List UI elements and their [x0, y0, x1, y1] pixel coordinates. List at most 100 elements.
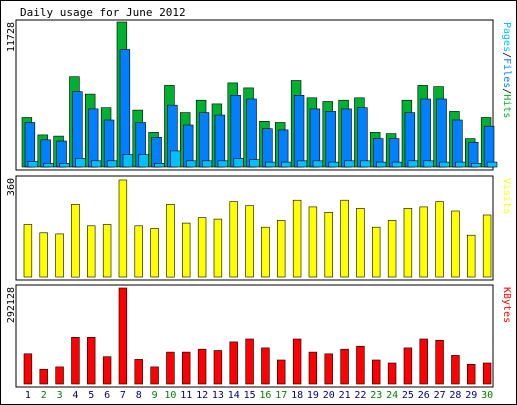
pages-bar — [91, 160, 102, 168]
pages-bar — [186, 160, 197, 168]
kbytes-bar — [245, 338, 254, 385]
visits-bar — [118, 179, 128, 278]
files-bar — [325, 111, 336, 168]
visits-bar — [166, 204, 175, 278]
pages-bar — [59, 163, 70, 168]
files-bar — [262, 128, 273, 168]
visits-bar — [150, 228, 159, 278]
kbytes-bar — [39, 368, 48, 385]
pages-bar — [27, 161, 39, 168]
kbytes-panel: 292128 KBytes — [6, 284, 512, 388]
pages-bar — [265, 161, 276, 168]
visits-bar — [134, 225, 143, 278]
x-tick-label: 22 — [354, 390, 366, 401]
kbytes-bar — [276, 359, 286, 385]
panel-border — [15, 19, 494, 171]
legend-entry: KBytes — [501, 287, 512, 323]
kbytes-bar — [134, 359, 143, 385]
pages-bar — [296, 160, 308, 168]
pages-bar — [391, 161, 403, 168]
x-tick-label: 24 — [386, 390, 398, 401]
kbytes-bar — [419, 338, 428, 385]
visits-bar — [182, 222, 191, 278]
visits-bar — [403, 208, 413, 278]
legend-entry: Visits — [501, 178, 512, 214]
pages-bar — [486, 161, 498, 168]
pages-bar — [312, 160, 324, 168]
files-bar — [24, 122, 36, 168]
kbytes-bar — [435, 339, 444, 385]
files-bar — [357, 107, 368, 168]
panel-border — [15, 175, 494, 281]
files-bar — [309, 108, 321, 168]
files-bar — [420, 98, 431, 168]
chart-title: Daily usage for June 2012 — [20, 6, 186, 19]
x-tick-label: 30 — [481, 390, 493, 401]
visits-bar — [482, 214, 492, 278]
kbytes-bar — [261, 347, 270, 385]
kbytes-bar — [387, 362, 397, 385]
files-bar — [293, 95, 305, 168]
pages-bar — [122, 154, 134, 168]
files-bar — [198, 112, 210, 168]
x-tick-label: 5 — [88, 390, 94, 401]
pages-bar — [344, 160, 355, 168]
pages-bar — [407, 160, 419, 168]
legend-entry: / — [501, 52, 512, 58]
x-tick-label: 8 — [136, 390, 142, 401]
files-bar — [88, 108, 99, 168]
kbytes-bar — [118, 287, 128, 385]
kbytes-bar — [102, 356, 112, 385]
visits-bar — [213, 218, 223, 278]
visits-bar — [371, 226, 381, 278]
x-tick-label: 17 — [275, 390, 287, 401]
files-bar — [404, 112, 416, 168]
pages-bar — [201, 160, 213, 168]
x-tick-label: 3 — [57, 390, 63, 401]
panel-border — [15, 284, 494, 388]
visits-bar — [261, 226, 270, 278]
panel-legend: KBytes — [501, 287, 512, 323]
pages-bar — [375, 161, 387, 168]
x-tick-label: 18 — [291, 390, 303, 401]
x-tick-label: 13 — [212, 390, 224, 401]
x-tick-label: 16 — [259, 390, 271, 401]
pages-bar — [75, 158, 86, 168]
kbytes-bar — [55, 366, 64, 385]
panel-legend: Visits — [501, 178, 512, 214]
hits-panel: 11728 Pages/Files/Hits — [6, 19, 512, 171]
files-bar — [277, 129, 289, 168]
x-tick-label: 21 — [339, 390, 351, 401]
x-tick-label: 2 — [41, 390, 47, 401]
y-max-label: 360 — [6, 178, 17, 196]
pages-bar — [233, 158, 244, 168]
kbytes-bar — [213, 350, 223, 385]
visits-bar — [197, 217, 207, 278]
legend-entry: Hits — [501, 94, 512, 118]
kbytes-bar — [356, 345, 365, 385]
files-bar — [246, 98, 257, 168]
kbytes-bar — [292, 338, 302, 385]
x-tick-label: 7 — [120, 390, 126, 401]
x-tick-label: 27 — [434, 390, 446, 401]
x-tick-label: 15 — [244, 390, 256, 401]
x-tick-label: 26 — [418, 390, 430, 401]
visits-bar — [324, 212, 333, 278]
pages-bar — [106, 160, 118, 168]
visits-bar — [308, 206, 318, 278]
pages-bar — [328, 161, 339, 168]
kbytes-bar — [482, 362, 492, 385]
x-tick-label: 11 — [180, 390, 192, 401]
pages-bar — [280, 161, 292, 168]
visits-bar — [55, 233, 64, 278]
visits-bar — [435, 201, 444, 278]
visits-bar — [292, 199, 302, 278]
pages-bar — [170, 150, 181, 168]
pages-bar — [249, 159, 260, 168]
x-tick-label: 12 — [196, 390, 208, 401]
files-bar — [483, 125, 495, 168]
pages-bar — [439, 161, 450, 168]
x-tick-label: 23 — [370, 390, 382, 401]
x-tick-label: 6 — [104, 390, 110, 401]
